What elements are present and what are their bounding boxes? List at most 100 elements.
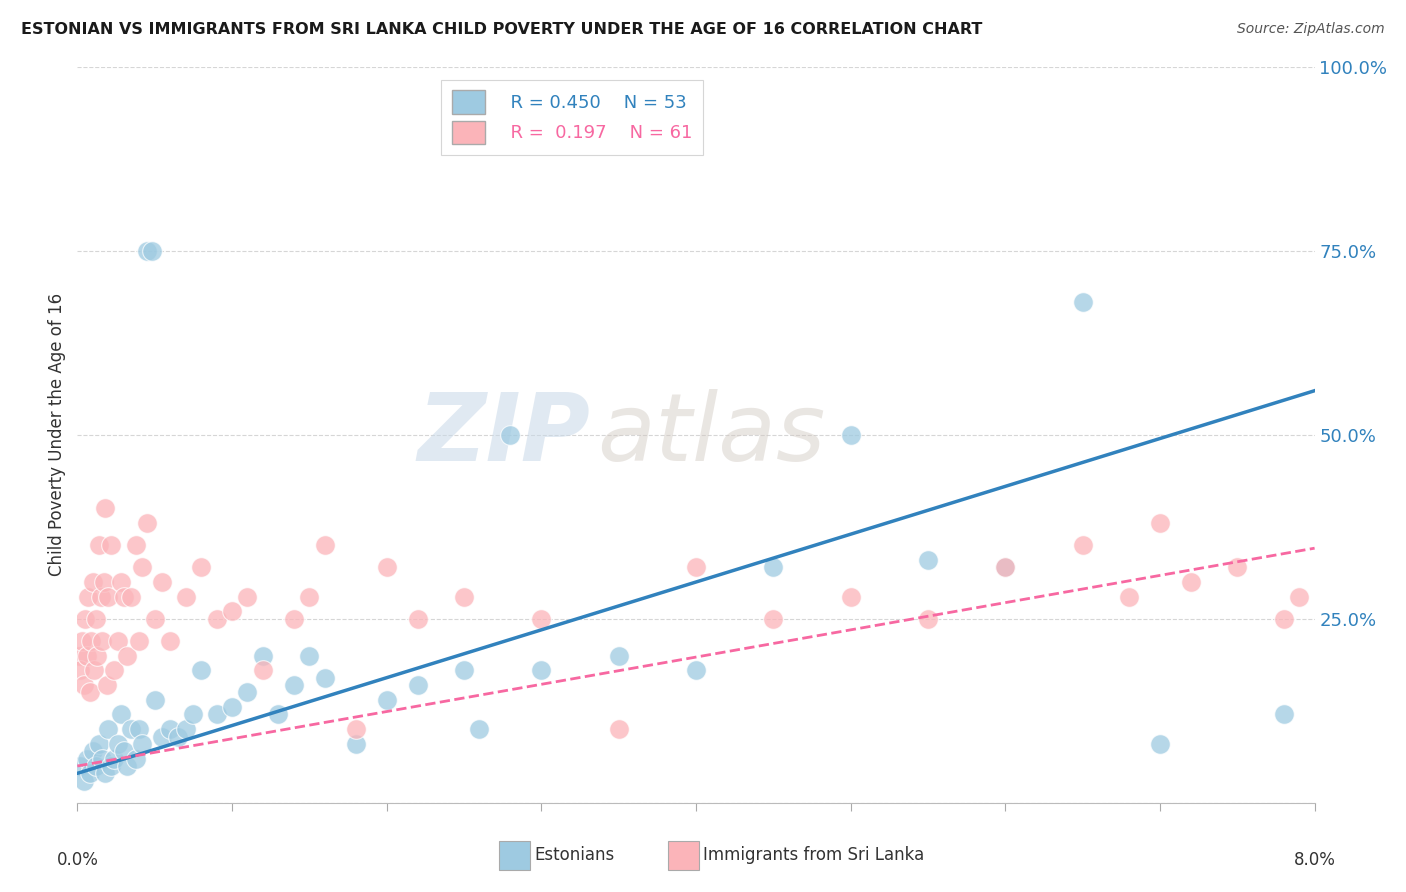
Point [103,751,125,765]
Point [110,574,132,589]
Point [76,751,98,765]
Point [67,648,90,663]
Point [100,538,122,552]
Point [128,633,150,648]
Point [375,560,398,574]
Point [159,723,181,737]
Point [283,612,305,626]
Y-axis label: Child Poverty Under the Age of 16: Child Poverty Under the Age of 16 [48,293,66,576]
Point [90,590,111,604]
Point [1272,707,1295,722]
Point [110,707,132,722]
Point [79,685,101,699]
Point [69,759,91,773]
Point [453,590,475,604]
Point [93,574,115,589]
Point [174,590,197,604]
Point [152,574,174,589]
Point [86,648,108,663]
Point [87,538,110,552]
Point [87,737,110,751]
Point [205,612,228,626]
Text: Source: ZipAtlas.com: Source: ZipAtlas.com [1237,22,1385,37]
Point [152,730,174,744]
Point [221,700,243,714]
Point [236,685,259,699]
Point [1071,538,1094,552]
Point [100,759,122,773]
Point [221,605,243,619]
Point [530,612,553,626]
Text: Estonians: Estonians [534,847,614,864]
Point [112,590,135,604]
Point [115,648,138,663]
Point [1180,574,1202,589]
Point [141,244,163,258]
Point [82,744,104,758]
Point [77,590,100,604]
Point [121,590,143,604]
Point [112,744,135,758]
Point [82,574,104,589]
Point [91,751,114,765]
Point [298,648,321,663]
Text: atlas: atlas [598,389,825,481]
Point [136,244,159,258]
Point [75,612,96,626]
Point [76,648,98,663]
Point [72,773,94,788]
Point [94,766,117,780]
Point [685,664,707,678]
Point [91,633,114,648]
Point [190,560,212,574]
Point [839,427,862,442]
Point [115,759,138,773]
Point [236,590,259,604]
Point [406,612,429,626]
Point [1272,612,1295,626]
Point [97,590,120,604]
Point [762,612,785,626]
Point [125,751,148,765]
Point [267,707,290,722]
Point [80,633,103,648]
Point [298,590,321,604]
Point [375,692,398,706]
Point [125,538,148,552]
Point [1149,516,1171,530]
Point [344,723,367,737]
Point [107,737,129,751]
Text: ESTONIAN VS IMMIGRANTS FROM SRI LANKA CHILD POVERTY UNDER THE AGE OF 16 CORRELAT: ESTONIAN VS IMMIGRANTS FROM SRI LANKA CH… [21,22,983,37]
Point [131,737,153,751]
Point [97,723,120,737]
Text: Immigrants from Sri Lanka: Immigrants from Sri Lanka [703,847,924,864]
Point [143,692,166,706]
Point [344,737,367,751]
Point [79,766,101,780]
Point [917,553,939,567]
Point [167,730,190,744]
Point [1071,295,1094,310]
Point [530,664,553,678]
Point [205,707,228,722]
Point [128,723,150,737]
Point [685,560,707,574]
Point [143,612,166,626]
Point [468,723,491,737]
Point [107,633,129,648]
Point [96,678,118,692]
Point [607,648,630,663]
Point [314,671,336,685]
Point [136,516,159,530]
Point [314,538,336,552]
Point [406,678,429,692]
Point [131,560,153,574]
Point [69,664,91,678]
Point [174,723,197,737]
Text: 0.0%: 0.0% [56,851,98,869]
Point [1149,737,1171,751]
Point [1118,590,1140,604]
Legend:   R = 0.450    N = 53,   R =  0.197    N = 61: R = 0.450 N = 53, R = 0.197 N = 61 [441,79,703,155]
Point [252,648,274,663]
Point [1226,560,1249,574]
